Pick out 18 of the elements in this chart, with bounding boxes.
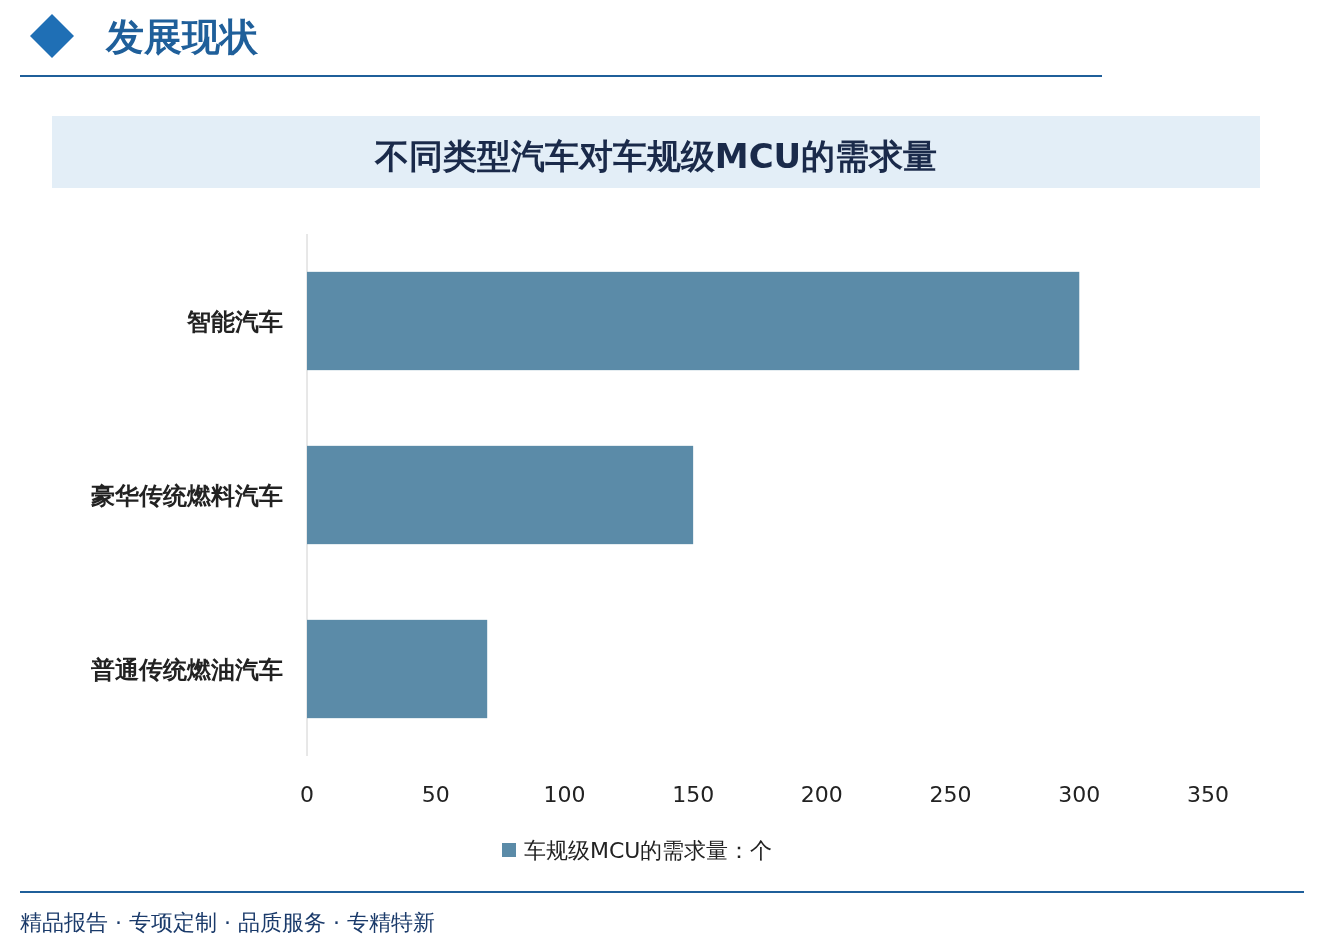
text: 发展现状 <box>105 15 259 59</box>
x-tick-label: 100 <box>543 782 586 807</box>
y-tick-label: 普通传统燃油汽车 <box>90 656 283 684</box>
bar <box>307 619 488 719</box>
x-tick-label: 350 <box>1187 782 1229 807</box>
x-tick-label: 300 <box>1058 782 1101 807</box>
x-tick-label: 200 <box>800 782 843 807</box>
text: 精品报告 · 专项定制 · 品质服务 · 专精特新 <box>20 910 435 935</box>
bar <box>307 271 1080 371</box>
legend-label: 车规级MCU的需求量：个 <box>524 838 773 863</box>
x-tick-label: 250 <box>929 782 972 807</box>
x-tick-label: 0 <box>300 782 314 807</box>
x-tick-label: 150 <box>672 782 715 807</box>
bar <box>307 445 694 545</box>
y-tick-label: 智能汽车 <box>186 308 283 336</box>
x-tick-label: 50 <box>421 782 450 807</box>
chart-title: 不同类型汽车对车规级MCU的需求量 <box>373 136 938 176</box>
y-tick-label: 豪华传统燃料汽车 <box>91 482 283 510</box>
